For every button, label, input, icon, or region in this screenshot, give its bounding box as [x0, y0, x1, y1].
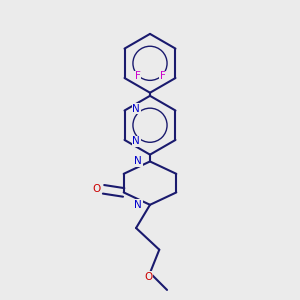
Text: O: O — [93, 184, 101, 194]
Text: F: F — [160, 71, 165, 82]
Text: O: O — [144, 272, 153, 282]
Text: N: N — [134, 157, 142, 166]
Text: N: N — [134, 200, 142, 210]
Text: F: F — [135, 71, 140, 82]
Text: N: N — [132, 136, 140, 146]
Text: N: N — [132, 104, 140, 114]
